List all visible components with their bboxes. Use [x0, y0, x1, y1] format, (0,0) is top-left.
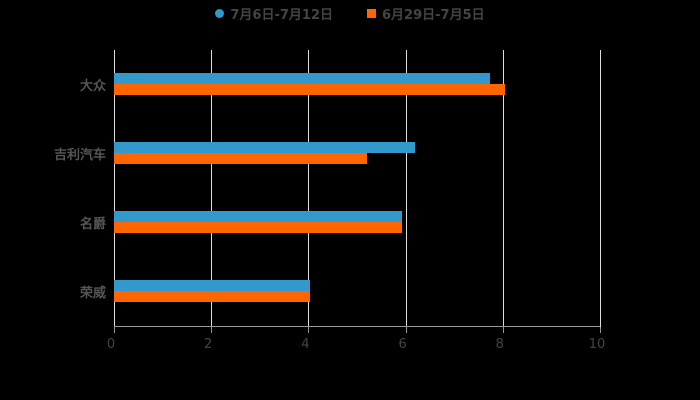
axis-tick: [406, 327, 407, 333]
x-axis-line: [114, 326, 600, 327]
bar-series-2[interactable]: [114, 84, 505, 95]
legend-label: 7月6日-7月12日: [230, 4, 333, 23]
x-tick-label: 6: [398, 337, 406, 352]
chart-legend: 7月6日-7月12日 6月29日-7月5日: [0, 4, 700, 22]
bar-series-1[interactable]: [114, 73, 490, 84]
category-label: 荣威: [80, 282, 106, 301]
category-label: 吉利汽车: [54, 144, 106, 163]
bar-series-1[interactable]: [114, 211, 402, 222]
category-label: 大众: [80, 75, 106, 94]
axis-tick: [308, 327, 309, 333]
bar-series-1[interactable]: [114, 280, 310, 291]
plot-area: [114, 50, 600, 327]
legend-circle-icon: [215, 9, 224, 18]
legend-square-icon: [367, 9, 376, 18]
legend-item-series-1[interactable]: 7月6日-7月12日: [215, 4, 333, 22]
category-label: 名爵: [80, 213, 106, 232]
gridline: [600, 50, 601, 327]
axis-tick: [211, 327, 212, 333]
bar-series-2[interactable]: [114, 291, 310, 302]
axis-tick: [600, 327, 601, 333]
x-tick-label: 8: [496, 337, 504, 352]
axis-tick: [114, 327, 115, 333]
bar-series-2[interactable]: [114, 153, 367, 164]
legend-label: 6月29日-7月5日: [382, 4, 485, 23]
axis-tick: [503, 327, 504, 333]
bar-series-1[interactable]: [114, 142, 415, 153]
x-tick-label: 4: [301, 337, 309, 352]
x-tick-label: 10: [589, 337, 606, 352]
legend-item-series-2[interactable]: 6月29日-7月5日: [367, 4, 485, 22]
x-tick-label: 2: [204, 337, 212, 352]
x-tick-label: 0: [107, 337, 115, 352]
bar-series-2[interactable]: [114, 222, 402, 233]
